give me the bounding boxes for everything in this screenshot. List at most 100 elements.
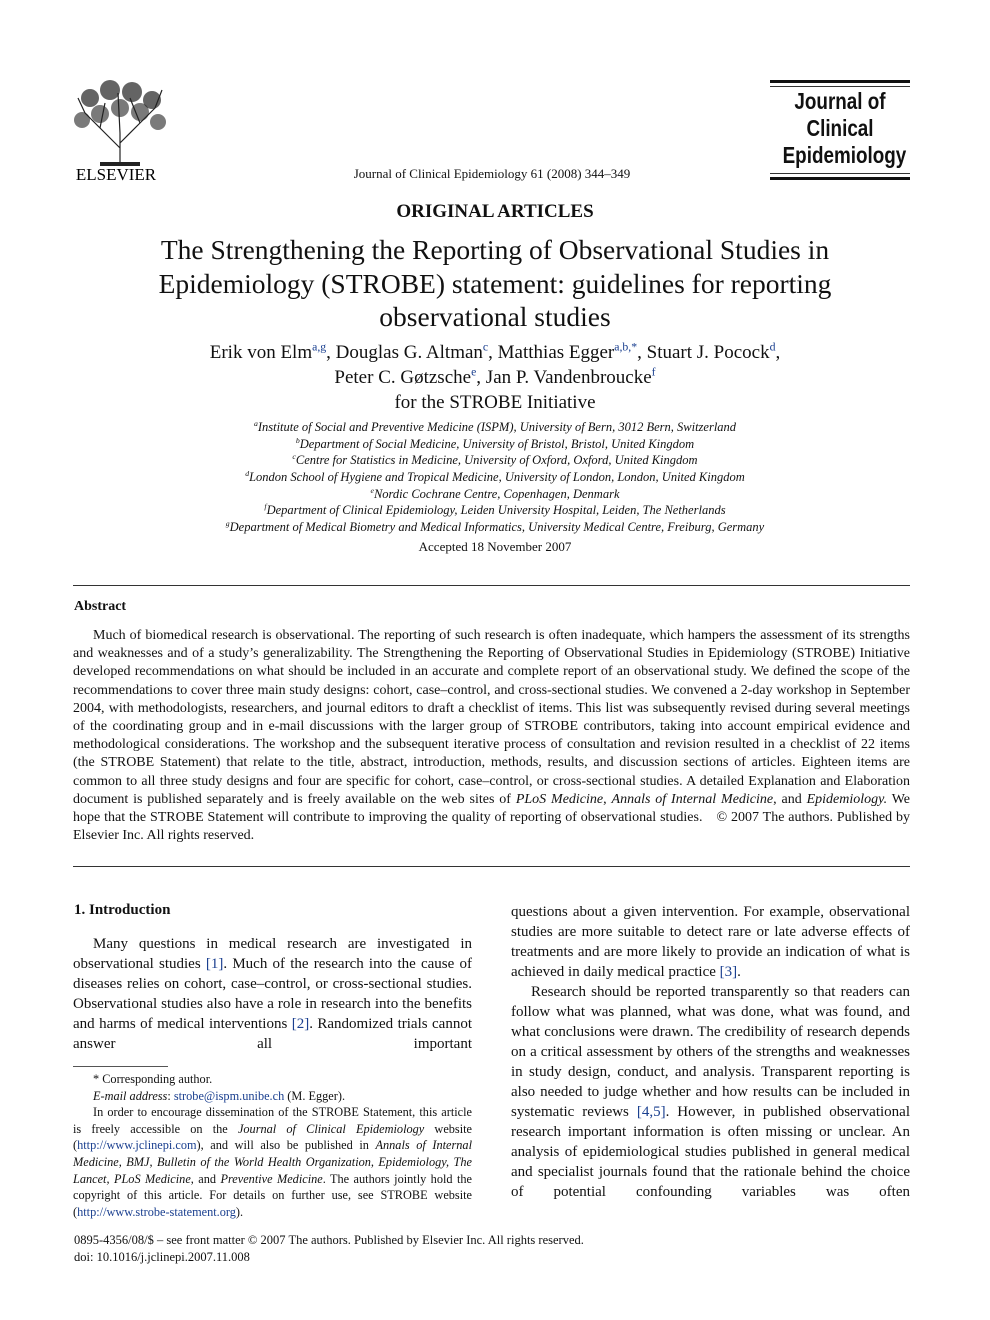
journal-name: Epidemiology. [806, 791, 888, 807]
affiliation-list: aInstitute of Social and Preventive Medi… [100, 418, 890, 537]
text-run: Research should be reported transparentl… [511, 984, 910, 1120]
author-separator: , [488, 342, 493, 363]
footnote: E-mail address: strobe@ispm.unibe.ch (M.… [73, 1088, 472, 1105]
copyright: © 2007 The authors. Published by Elsevie… [73, 810, 911, 844]
affiliation: eNordic Cochrane Centre, Copenhagen, Den… [100, 485, 890, 504]
affiliation-mark: a,b,* [614, 340, 638, 354]
url-link[interactable]: http://www.jclinepi.com [77, 1138, 197, 1153]
text-run: website ( [73, 1121, 472, 1153]
affiliation-text: Department of Clinical Epidemiology, Lei… [266, 503, 726, 518]
body-column: questions about a given intervention. Fo… [511, 902, 910, 1202]
author-name: Peter C. Gøtzsche [334, 367, 472, 388]
body-paragraph: questions about a given intervention. Fo… [511, 902, 910, 982]
text-run: . The authors jointly hold the copyright… [73, 1171, 472, 1219]
footnote-rule [73, 1066, 168, 1067]
body-paragraph: Many questions in medical research are i… [73, 934, 472, 1054]
text-run: , and [190, 1171, 221, 1186]
logo-rule [770, 86, 910, 87]
logo-rule [770, 80, 910, 83]
affiliation-mark: a [253, 418, 258, 428]
affiliation-text: Department of Social Medicine, Universit… [299, 436, 695, 451]
footnote: * Corresponding author. [93, 1072, 213, 1086]
affiliation-text: Institute of Social and Preventive Medic… [257, 420, 737, 434]
issn-line: 0895-4356/08/$ – see front matter © 2007… [74, 1233, 584, 1247]
journal-logo-line: Clinical [806, 115, 874, 141]
affiliation-mark: d [245, 468, 250, 478]
section-heading: 1. Introduction [74, 902, 171, 918]
citation-link[interactable]: [3] [719, 964, 738, 980]
affiliation-text: Nordic Cochrane Centre, Copenhagen, Denm… [373, 486, 620, 501]
affiliation-mark: b [295, 435, 300, 445]
citation-link[interactable]: [2] [291, 1016, 310, 1032]
author-separator: , [775, 342, 781, 363]
abstract-run: We hope that the STROBE Statement will c… [73, 791, 911, 826]
url-link[interactable]: http://www.strobe-statement.org [77, 1204, 236, 1219]
text-run: Many questions in medical research are i… [73, 936, 472, 972]
text-run: . However, in published observational re… [511, 1104, 911, 1200]
email-link[interactable]: strobe@ispm.unibe.ch [173, 1088, 285, 1103]
footnotes: * Corresponding author. E-mail address: … [73, 1071, 472, 1220]
logo-rule [770, 173, 910, 174]
author-name: Matthias Egger [497, 342, 615, 363]
citation-link[interactable]: [4,5] [636, 1104, 666, 1120]
journal-logo-line: Epidemiology [782, 142, 907, 168]
affiliation: cCentre for Statistics in Medicine, Univ… [100, 453, 890, 470]
affiliation-mark: g [225, 518, 230, 528]
author-separator: , [637, 342, 642, 363]
citation-link[interactable]: [1] [205, 956, 224, 972]
journal-name: Preventive Medicine [220, 1171, 323, 1186]
affiliation: gDepartment of Medical Biometry and Medi… [100, 520, 890, 537]
publisher-logo: ELSEVIER [74, 80, 166, 184]
text-run: : [167, 1088, 174, 1103]
publisher-name: ELSEVIER [76, 165, 157, 184]
footnote-label: E-mail address [93, 1088, 168, 1103]
author-name: Stuart J. Pocock [646, 342, 770, 363]
accepted-date: Accepted 18 November 2007 [418, 539, 572, 554]
journal-logo-line: Journal of [794, 88, 886, 114]
journal-name: Annals of Internal Medicine, BMJ, Bullet… [73, 1138, 472, 1186]
abstract-run: , and [773, 791, 807, 807]
affiliation: dLondon School of Hygiene and Tropical M… [100, 470, 890, 487]
text-run: ). [235, 1204, 244, 1219]
section-rule [73, 585, 910, 586]
text-run: . Randomized trials cannot answer all im… [73, 1016, 472, 1052]
affiliation-text: Department of Medical Biometry and Medic… [229, 520, 765, 535]
affiliation-mark: a,g [312, 340, 327, 354]
author-list: Erik von Elma,g, Douglas G. Altmanc, Mat… [130, 340, 860, 415]
text-run: . [737, 964, 741, 980]
author-separator: , [476, 367, 482, 388]
author-name: Douglas G. Altman [335, 342, 483, 363]
text-run: questions about a given intervention. Fo… [511, 904, 910, 980]
footnote: In order to encourage dissemination of t… [73, 1104, 472, 1220]
logo-rule [770, 177, 910, 180]
journal-name: PLoS Medicine [515, 791, 604, 807]
text-run: ), and will also be published in [196, 1138, 376, 1153]
abstract-heading: Abstract [74, 599, 127, 614]
affiliation-mark: f [264, 502, 267, 512]
affiliation-mark: d [769, 340, 776, 354]
affiliation-mark: c [292, 452, 296, 462]
text-run: . Much of the research into the cause of… [73, 956, 472, 1032]
abstract-run: , [603, 791, 612, 807]
article-title: The Strengthening the Reporting of Obser… [158, 234, 832, 332]
affiliation-mark: e [370, 485, 374, 495]
author-name: Erik von Elm [209, 342, 313, 363]
affiliation: bDepartment of Social Medicine, Universi… [100, 435, 890, 454]
journal-name: Annals of Internal Medicine [611, 791, 774, 807]
affiliation-mark: c [482, 340, 489, 354]
affiliation: aInstitute of Social and Preventive Medi… [100, 418, 890, 437]
affiliation-mark: e [471, 365, 477, 379]
section-rule [73, 866, 910, 867]
author-name: Jan P. Vandenbroucke [485, 367, 652, 388]
affiliation-text: Centre for Statistics in Medicine, Unive… [295, 453, 698, 468]
abstract-run: Much of biomedical research is observati… [73, 628, 910, 807]
author-group: for the STROBE Initiative [394, 392, 596, 413]
text-run: In order to encourage dissemination of t… [73, 1105, 472, 1136]
author-separator: , [326, 342, 331, 363]
affiliation: fDepartment of Clinical Epidemiology, Le… [100, 503, 890, 520]
section-label: ORIGINAL ARTICLES [396, 201, 594, 222]
body-paragraph: Research should be reported transparentl… [511, 982, 910, 1202]
journal-name: Journal of Clinical Epidemiology [237, 1121, 425, 1136]
